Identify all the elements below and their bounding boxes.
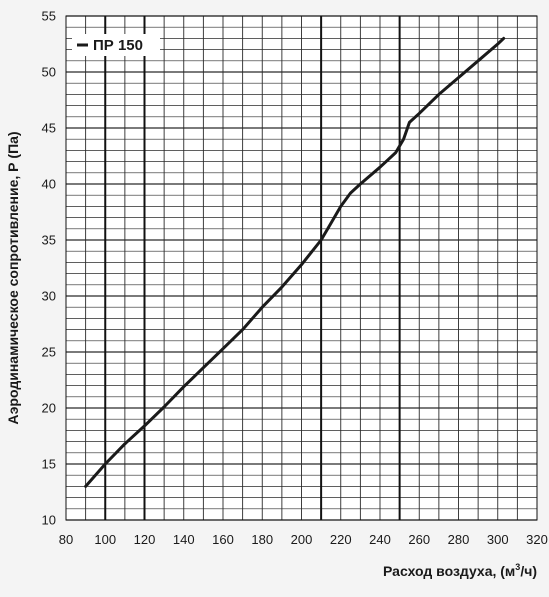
x-tick-label: 160: [212, 532, 234, 547]
y-tick-labels: 10 15 20 25 30 35 40 45 50 55: [42, 9, 56, 528]
y-tick-label: 45: [42, 121, 56, 136]
x-tick-labels: 80 100 120 140 160 180 200 220 240 260 280 300 320: [59, 532, 548, 547]
y-tick-label: 55: [42, 9, 56, 24]
x-tick-label: 100: [94, 532, 116, 547]
y-axis-label: Аэродинамическое сопротивление, Р (Па): [5, 131, 21, 424]
x-tick-label: 180: [251, 532, 273, 547]
y-tick-label: 20: [42, 401, 56, 416]
legend-box: [72, 34, 160, 56]
chart-legend: ПР 150: [72, 34, 160, 56]
y-tick-label: 15: [42, 457, 56, 472]
x-tick-label: 240: [369, 532, 391, 547]
y-tick-label: 35: [42, 233, 56, 248]
plot-frame: [65, 15, 538, 521]
x-tick-label: 120: [134, 532, 156, 547]
series-line: [84, 36, 506, 488]
y-tick-label: 40: [42, 177, 56, 192]
x-tick-label: 280: [448, 532, 470, 547]
x-tick-label: 140: [173, 532, 195, 547]
y-tick-label: 50: [42, 65, 56, 80]
chart-title: ПР 150: [93, 37, 143, 54]
y-tick-label: 25: [42, 345, 56, 360]
x-axis-label: Расход воздуха, (м3/ч): [383, 562, 537, 579]
x-tick-label: 300: [487, 532, 509, 547]
y-tick-label: 10: [42, 513, 56, 528]
x-tick-label: 200: [291, 532, 313, 547]
y-tick-label: 30: [42, 289, 56, 304]
x-tick-label: 260: [408, 532, 430, 547]
x-tick-label: 320: [526, 532, 548, 547]
x-tick-label: 220: [330, 532, 352, 547]
x-tick-label: 80: [59, 532, 73, 547]
major-grid: [104, 16, 401, 520]
